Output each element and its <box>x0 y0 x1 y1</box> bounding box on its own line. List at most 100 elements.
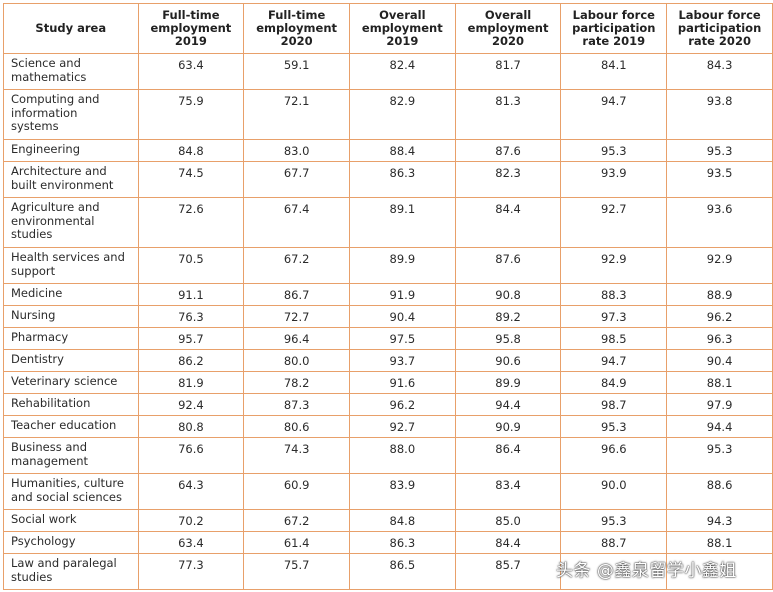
value-cell <box>666 553 773 590</box>
header-line: Study area <box>35 21 107 35</box>
value-cell: 67.7 <box>243 161 350 198</box>
table-row: Health services and support 70.5 67.2 89.9 87… <box>3 247 773 284</box>
study-area-line: Business and <box>11 440 88 454</box>
value-cell: 90.4 <box>666 349 773 372</box>
study-area-line: Computing and <box>11 92 100 106</box>
header-line: rate 2020 <box>688 34 751 48</box>
column-header: Labour force participation rate 2019 <box>560 3 668 54</box>
header-line: Full-time <box>162 8 220 22</box>
table-row: Pharmacy 95.7 96.4 97.5 95.8 98.5 96.3 <box>3 327 773 350</box>
value-cell: 95.8 <box>454 327 562 350</box>
value-cell: 89.9 <box>454 371 562 394</box>
column-header: Full-time employment 2019 <box>137 3 245 54</box>
header-line: Full-time <box>267 8 326 22</box>
value-cell: 76.3 <box>137 305 245 328</box>
value-cell: 88.7 <box>560 531 668 554</box>
value-cell: 85.7 <box>454 553 562 590</box>
value-cell: 86.4 <box>454 437 562 474</box>
column-header: Labour force participation rate 2020 <box>666 3 773 54</box>
column-header: Overall employment 2019 <box>348 3 456 54</box>
study-area-line: systems <box>11 119 59 133</box>
value-cell: 96.2 <box>348 393 456 416</box>
study-area-line: Medicine <box>11 286 63 300</box>
value-cell: 82.9 <box>348 89 456 140</box>
value-cell: 89.9 <box>348 247 456 284</box>
value-cell: 83.0 <box>243 139 350 162</box>
value-cell: 86.5 <box>348 553 456 590</box>
value-cell: 88.3 <box>560 283 668 306</box>
header-line: employment <box>361 21 443 35</box>
table-row: Business and management 76.6 74.3 88.0 86.4 96… <box>3 437 773 474</box>
study-area-cell: Humanities, culture and social sciences <box>3 473 139 510</box>
study-area-cell: Science and mathematics <box>3 53 139 90</box>
value-cell: 88.4 <box>348 139 456 162</box>
value-cell: 63.4 <box>137 531 245 554</box>
value-cell: 98.5 <box>560 327 668 350</box>
header-line: Labour force <box>572 8 655 22</box>
value-cell: 80.6 <box>243 415 350 438</box>
value-cell: 95.7 <box>137 327 245 350</box>
value-cell: 81.9 <box>137 371 245 394</box>
value-cell: 86.2 <box>137 349 245 372</box>
value-cell: 84.8 <box>137 139 245 162</box>
table-row: Social work 70.2 67.2 84.8 85.0 95.3 94.3 <box>3 509 773 532</box>
study-area-cell: Dentistry <box>3 349 139 372</box>
value-cell: 87.3 <box>243 393 350 416</box>
value-cell: 90.0 <box>560 473 668 510</box>
table-row: Dentistry 86.2 80.0 93.7 90.6 94.7 90.4 <box>3 349 773 372</box>
header-line: employment <box>150 21 232 35</box>
value-cell: 61.4 <box>243 531 350 554</box>
value-cell: 76.6 <box>137 437 245 474</box>
employment-table: Study area Full-time employment 2019 Full-ti… <box>3 3 773 590</box>
study-area-cell: Nursing <box>3 305 139 328</box>
study-area-line: Dentistry <box>11 352 64 366</box>
header-line: participation <box>572 21 656 35</box>
value-cell: 74.3 <box>243 437 350 474</box>
value-cell: 81.3 <box>454 89 562 140</box>
header-line: 2019 <box>386 34 419 48</box>
study-area-line: Social work <box>11 512 77 526</box>
value-cell: 94.7 <box>560 349 668 372</box>
value-cell: 70.5 <box>137 247 245 284</box>
value-cell: 93.8 <box>666 89 773 140</box>
value-cell: 84.3 <box>666 53 773 90</box>
value-cell: 96.6 <box>560 437 668 474</box>
table-row: Teacher education 80.8 80.6 92.7 90.9 95.3 94.… <box>3 415 773 438</box>
study-area-cell: Psychology <box>3 531 139 554</box>
table-header: Study area Full-time employment 2019 Full-ti… <box>3 3 773 54</box>
value-cell: 96.4 <box>243 327 350 350</box>
header-line: rate 2019 <box>582 34 646 48</box>
value-cell: 87.6 <box>454 139 562 162</box>
header-line: employment <box>467 21 549 35</box>
value-cell: 85.0 <box>454 509 562 532</box>
header-line: Labour force <box>678 8 761 22</box>
table-row: Medicine 91.1 86.7 91.9 90.8 88.3 88.9 <box>3 283 773 306</box>
study-area-line: Agriculture and <box>11 200 100 214</box>
value-cell: 80.8 <box>137 415 245 438</box>
study-area-cell: Pharmacy <box>3 327 139 350</box>
value-cell: 86.3 <box>348 161 456 198</box>
table-row: Nursing 76.3 72.7 90.4 89.2 97.3 96.2 <box>3 305 773 328</box>
study-area-line: Engineering <box>11 142 80 156</box>
value-cell: 72.1 <box>243 89 350 140</box>
study-area-line: support <box>11 263 56 278</box>
value-cell: 90.4 <box>348 305 456 328</box>
value-cell: 89.2 <box>454 305 562 328</box>
value-cell: 84.4 <box>454 531 562 554</box>
study-area-line: Law and paralegal <box>11 556 117 570</box>
study-area-line: Humanities, culture <box>11 476 124 490</box>
value-cell: 96.2 <box>666 305 773 328</box>
study-area-cell: Computing and information systems <box>3 89 139 140</box>
table-body: Science and mathematics 63.4 59.1 82.4 81.7 84… <box>3 53 773 590</box>
study-area-line: information <box>11 105 78 120</box>
value-cell: 84.8 <box>348 509 456 532</box>
header-line: 2020 <box>280 34 313 48</box>
study-area-line: Nursing <box>11 308 56 322</box>
header-line: 2020 <box>492 34 525 48</box>
value-cell: 92.9 <box>666 247 773 284</box>
value-cell: 75.7 <box>243 553 350 590</box>
value-cell: 72.6 <box>137 197 245 248</box>
study-area-line: Pharmacy <box>11 330 69 344</box>
header-line: employment <box>256 21 338 35</box>
column-header: Full-time employment 2020 <box>243 3 350 54</box>
